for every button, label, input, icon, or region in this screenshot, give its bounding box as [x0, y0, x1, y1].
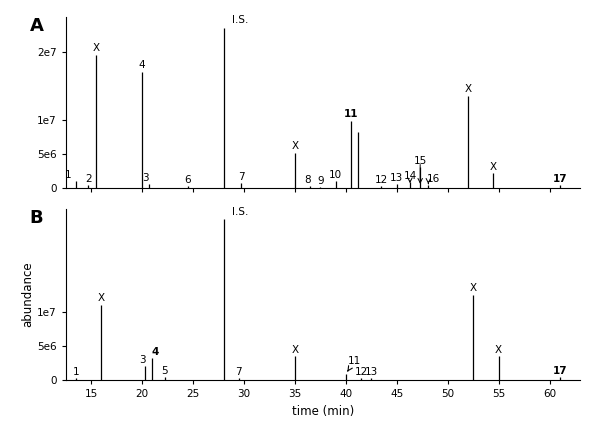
- Text: X: X: [291, 345, 298, 355]
- Text: 8: 8: [304, 175, 310, 185]
- Text: 1: 1: [72, 367, 80, 377]
- Text: 4: 4: [152, 347, 159, 357]
- Text: 11: 11: [344, 109, 358, 119]
- Text: X: X: [495, 345, 502, 355]
- Text: X: X: [465, 84, 472, 94]
- Text: I.S.: I.S.: [232, 207, 248, 217]
- Y-axis label: abundance: abundance: [22, 262, 34, 327]
- Text: 13: 13: [365, 367, 378, 377]
- Text: I.S.: I.S.: [232, 16, 248, 25]
- Text: X: X: [490, 162, 497, 172]
- Text: 16: 16: [427, 174, 440, 184]
- Text: X: X: [93, 43, 100, 53]
- Text: 3: 3: [142, 173, 148, 183]
- X-axis label: time (min): time (min): [292, 405, 354, 418]
- Text: 12: 12: [375, 175, 388, 184]
- Text: 1: 1: [65, 170, 72, 180]
- Text: X: X: [98, 293, 105, 303]
- Text: 3: 3: [139, 356, 145, 365]
- Text: 10: 10: [329, 170, 342, 180]
- Text: 12: 12: [355, 367, 368, 377]
- Text: X: X: [291, 141, 298, 152]
- Text: 17: 17: [553, 366, 567, 376]
- Text: 14: 14: [404, 171, 417, 181]
- Text: 15: 15: [414, 156, 427, 165]
- Text: 6: 6: [185, 175, 191, 185]
- Text: 13: 13: [390, 173, 404, 183]
- Text: 11: 11: [348, 356, 361, 371]
- Text: 7: 7: [237, 172, 244, 182]
- Text: A: A: [30, 17, 44, 35]
- Text: B: B: [30, 209, 44, 227]
- Text: X: X: [469, 283, 477, 292]
- Text: 9: 9: [317, 175, 324, 185]
- Text: 17: 17: [553, 174, 567, 184]
- Text: 2: 2: [85, 174, 91, 184]
- Text: 7: 7: [236, 367, 242, 377]
- Text: 5: 5: [161, 366, 168, 376]
- Text: 4: 4: [139, 60, 145, 70]
